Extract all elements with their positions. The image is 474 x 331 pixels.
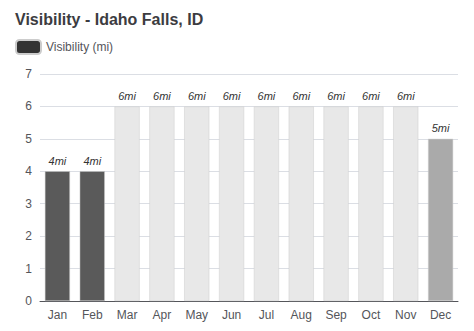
svg-text:Mar: Mar <box>117 308 138 322</box>
svg-text:5mi: 5mi <box>432 122 450 134</box>
svg-text:Visibility (mi): Visibility (mi) <box>46 40 113 54</box>
svg-text:0: 0 <box>25 294 32 308</box>
svg-text:Apr: Apr <box>153 308 172 322</box>
svg-text:Dec: Dec <box>430 308 451 322</box>
svg-text:6mi: 6mi <box>292 90 310 102</box>
svg-text:7: 7 <box>25 67 32 81</box>
svg-text:Nov: Nov <box>395 308 416 322</box>
svg-text:May: May <box>185 308 208 322</box>
svg-text:3: 3 <box>25 197 32 211</box>
svg-text:6mi: 6mi <box>188 90 206 102</box>
svg-text:2: 2 <box>25 229 32 243</box>
svg-text:Visibility - Idaho Falls, ID: Visibility - Idaho Falls, ID <box>15 11 203 28</box>
svg-text:6mi: 6mi <box>153 90 171 102</box>
svg-text:Jul: Jul <box>259 308 274 322</box>
svg-text:6mi: 6mi <box>223 90 241 102</box>
svg-text:6mi: 6mi <box>397 90 415 102</box>
svg-text:4: 4 <box>25 164 32 178</box>
svg-text:6: 6 <box>25 99 32 113</box>
svg-text:4mi: 4mi <box>83 155 101 167</box>
svg-text:1: 1 <box>25 262 32 276</box>
svg-text:Aug: Aug <box>291 308 312 322</box>
svg-text:6mi: 6mi <box>258 90 276 102</box>
svg-text:4mi: 4mi <box>49 155 67 167</box>
svg-text:6mi: 6mi <box>118 90 136 102</box>
svg-text:Oct: Oct <box>362 308 381 322</box>
svg-text:6mi: 6mi <box>362 90 380 102</box>
svg-text:Sep: Sep <box>325 308 347 322</box>
svg-text:Feb: Feb <box>82 308 103 322</box>
svg-text:Jun: Jun <box>222 308 241 322</box>
svg-text:6mi: 6mi <box>327 90 345 102</box>
svg-text:Jan: Jan <box>48 308 67 322</box>
svg-text:5: 5 <box>25 132 32 146</box>
